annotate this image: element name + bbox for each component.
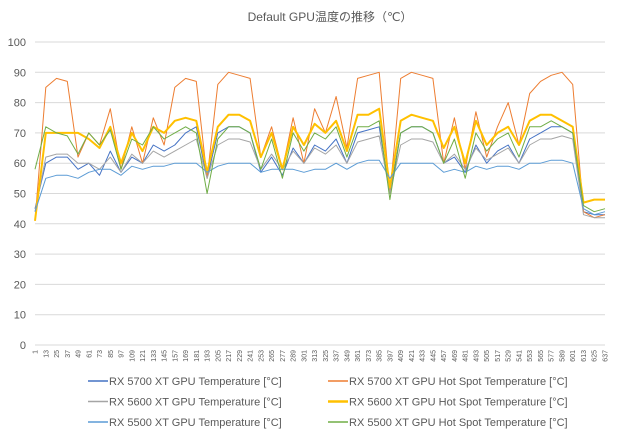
y-tick-label: 20	[14, 279, 26, 291]
x-tick-label: 37	[65, 350, 72, 358]
legend-label: RX 5700 XT GPU Hot Spot Temperature [°C]	[349, 376, 568, 388]
legend: RX 5700 XT GPU Temperature [°C] RX 5700 X…	[88, 376, 568, 429]
legend-label: RX 5700 XT GPU Temperature [°C]	[109, 376, 282, 388]
x-tick-label: 73	[97, 350, 104, 358]
x-tick-label: 205	[215, 350, 222, 362]
x-tick-label: 265	[269, 350, 276, 362]
series-line-2	[34, 135, 605, 219]
x-tick-label: 145	[162, 350, 169, 362]
y-tick-label: 0	[20, 340, 26, 352]
x-tick-label: 553	[527, 350, 534, 362]
x-tick-label: 49	[76, 350, 83, 358]
x-tick-label: 301	[301, 350, 308, 362]
x-tick-label: 397	[387, 350, 394, 362]
chart-title: Default GPU温度の推移（℃）	[248, 9, 413, 24]
y-tick-label: 30	[14, 249, 26, 261]
x-tick-label: 493	[473, 350, 480, 362]
series-line-5	[34, 120, 606, 213]
y-tick-label: 100	[8, 37, 26, 49]
series-lines	[34, 71, 606, 221]
x-tick-label: 433	[420, 350, 427, 362]
x-tick-label: 253	[258, 350, 265, 362]
series-line-0	[34, 126, 605, 216]
series-line-4	[34, 159, 606, 216]
x-tick-label: 325	[323, 350, 330, 362]
legend-label: RX 5600 XT GPU Temperature [°C]	[109, 397, 282, 409]
y-tick-label: 80	[14, 98, 26, 110]
x-tick-label: 277	[280, 350, 287, 362]
legend-label: RX 5600 XT GPU Hot Spot Temperature [°C]	[349, 397, 568, 409]
x-tick-label: 409	[398, 350, 405, 362]
x-tick-label: 601	[570, 350, 577, 362]
x-tick-label: 529	[506, 350, 513, 362]
x-tick-label: 181	[194, 350, 201, 362]
x-tick-label: 1	[33, 350, 40, 354]
x-tick-label: 421	[409, 350, 416, 362]
x-tick-label: 517	[495, 350, 502, 362]
x-tick-label: 13	[43, 350, 50, 358]
y-tick-label: 70	[14, 128, 26, 140]
x-tick-label: 373	[366, 350, 373, 362]
x-tick-label: 337	[334, 350, 341, 362]
legend-label: RX 5500 XT GPU Temperature [°C]	[109, 417, 282, 429]
x-tick-label: 613	[581, 350, 588, 362]
x-tick-label: 289	[291, 350, 298, 362]
x-tick-label: 445	[430, 350, 437, 362]
x-tick-label: 469	[452, 350, 459, 362]
x-tick-label: 157	[172, 350, 179, 362]
x-tick-label: 637	[603, 350, 610, 362]
x-tick-label: 229	[237, 350, 244, 362]
x-tick-label: 121	[140, 350, 147, 362]
x-tick-label: 85	[108, 350, 115, 358]
y-tick-label: 90	[14, 67, 26, 79]
series-line-3	[34, 107, 605, 221]
x-tick-label: 313	[312, 350, 319, 362]
x-tick-label: 481	[463, 350, 470, 362]
legend-label: RX 5500 XT GPU Hot Spot Temperature [°C]	[349, 417, 568, 429]
x-tick-label: 193	[205, 350, 212, 362]
y-tick-label: 40	[14, 219, 26, 231]
x-tick-label: 25	[54, 350, 61, 358]
y-tick-label: 10	[14, 310, 26, 322]
x-tick-label: 505	[484, 350, 491, 362]
x-tick-label: 97	[119, 350, 126, 358]
x-tick-label: 541	[516, 350, 523, 362]
x-tick-label: 169	[183, 350, 190, 362]
x-tick-label: 385	[377, 350, 384, 362]
x-tick-label: 361	[355, 350, 362, 362]
x-tick-label: 133	[151, 350, 158, 362]
x-tick-label: 217	[226, 350, 233, 362]
x-tick-label: 577	[549, 350, 556, 362]
x-tick-label: 349	[344, 350, 351, 362]
x-tick-label: 457	[441, 350, 448, 362]
gridlines	[35, 41, 605, 346]
x-tick-label: 109	[129, 350, 136, 362]
x-tick-label: 625	[592, 350, 599, 362]
y-tick-label: 50	[14, 189, 26, 201]
x-tick-label: 61	[86, 350, 93, 358]
x-axis: 1 13 25 37 49 61 73 85 97 109 121 133 145 157 169 181 19…	[33, 350, 610, 362]
x-tick-label: 589	[559, 350, 566, 362]
series-line-1	[34, 71, 606, 221]
x-tick-label: 565	[538, 350, 545, 362]
y-axis: 0 10 20 30 40 50 60 70 80 90 100	[8, 37, 26, 352]
y-tick-label: 60	[14, 158, 26, 170]
x-tick-label: 241	[248, 350, 255, 362]
